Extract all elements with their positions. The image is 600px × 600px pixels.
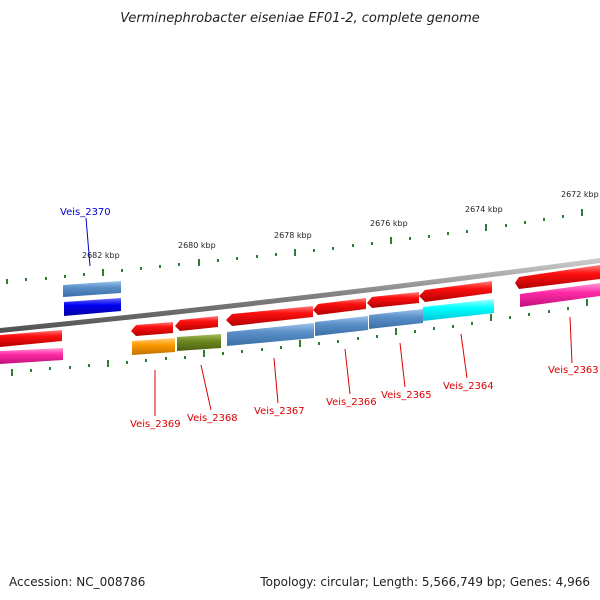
gene-label-veis-2366[interactable]: Veis_2366 xyxy=(326,397,377,408)
scale-label: 2672 kbp xyxy=(561,190,599,199)
gene-veis-2366-highlight[interactable] xyxy=(315,316,368,336)
gene-label-veis-2370[interactable]: Veis_2370 xyxy=(60,207,111,218)
genome-backbone xyxy=(0,258,600,333)
scale-label: 2680 kbp xyxy=(178,241,216,250)
gene-label-veis-2363[interactable]: Veis_2363 xyxy=(548,365,599,376)
gene-veis-2368-arrow[interactable] xyxy=(175,316,218,331)
leader-veis-2363 xyxy=(569,316,573,364)
gene-veis-2363-arrow[interactable] xyxy=(515,265,600,289)
gene-veis-2367-arrow[interactable] xyxy=(226,306,313,326)
scale-label: 2674 kbp xyxy=(465,205,503,214)
leader-veis-2370 xyxy=(85,217,91,267)
leader-veis-2368 xyxy=(200,364,212,411)
scale-label: 2676 kbp xyxy=(370,219,408,228)
gene-veis-2365-highlight[interactable] xyxy=(369,309,423,329)
accession-text: Accession: NC_008786 xyxy=(9,575,145,589)
reverse-strand-track xyxy=(0,281,494,364)
gene-veis-2370-highlight[interactable] xyxy=(64,298,121,316)
gene-veis-2363-highlight[interactable] xyxy=(520,283,600,307)
gene-label-veis-2367[interactable]: Veis_2367 xyxy=(254,406,305,417)
scale-label: 2678 kbp xyxy=(274,231,312,240)
leader-veis-2367 xyxy=(273,357,279,404)
gene-left-edge-highlight[interactable] xyxy=(0,348,63,364)
gene-label-veis-2368[interactable]: Veis_2368 xyxy=(187,413,238,424)
label-leaders xyxy=(85,217,573,416)
gene-label-veis-2364[interactable]: Veis_2364 xyxy=(443,381,494,392)
outer-scale-ring xyxy=(6,209,583,284)
gene-veis-2367-highlight[interactable] xyxy=(227,323,314,346)
gene-veis-2370-arrow[interactable] xyxy=(63,281,121,297)
gene-label-veis-2365[interactable]: Veis_2365 xyxy=(381,390,432,401)
map-title: Verminephrobacter eiseniae EF01-2, compl… xyxy=(120,11,479,26)
genome-summary-text: Topology: circular; Length: 5,566,749 bp… xyxy=(259,575,590,589)
gene-left-edge-arrow[interactable] xyxy=(0,330,62,347)
gene-veis-2369-highlight[interactable] xyxy=(132,338,175,355)
gene-label-veis-2369[interactable]: Veis_2369 xyxy=(130,419,181,430)
gene-veis-2368-highlight[interactable] xyxy=(177,334,221,351)
gene-veis-2365-arrow[interactable] xyxy=(367,292,419,308)
gene-veis-2364-arrow[interactable] xyxy=(419,281,492,302)
scale-label: 2682 kbp xyxy=(82,251,120,260)
gene-veis-2364-highlight[interactable] xyxy=(423,299,494,321)
forward-strand-track xyxy=(63,265,600,316)
gene-veis-2369-arrow[interactable] xyxy=(131,322,173,336)
leader-veis-2365 xyxy=(399,342,406,388)
leader-veis-2366 xyxy=(344,348,351,395)
gene-veis-2366-arrow[interactable] xyxy=(313,298,366,315)
leader-veis-2364 xyxy=(460,333,468,379)
gene-labels: Veis_2370 Veis_2369 Veis_2368 Veis_2367 … xyxy=(60,207,599,430)
inner-scale-ring xyxy=(11,299,588,376)
scale-labels: 2682 kbp 2680 kbp 2678 kbp 2676 kbp 2674… xyxy=(82,190,599,260)
